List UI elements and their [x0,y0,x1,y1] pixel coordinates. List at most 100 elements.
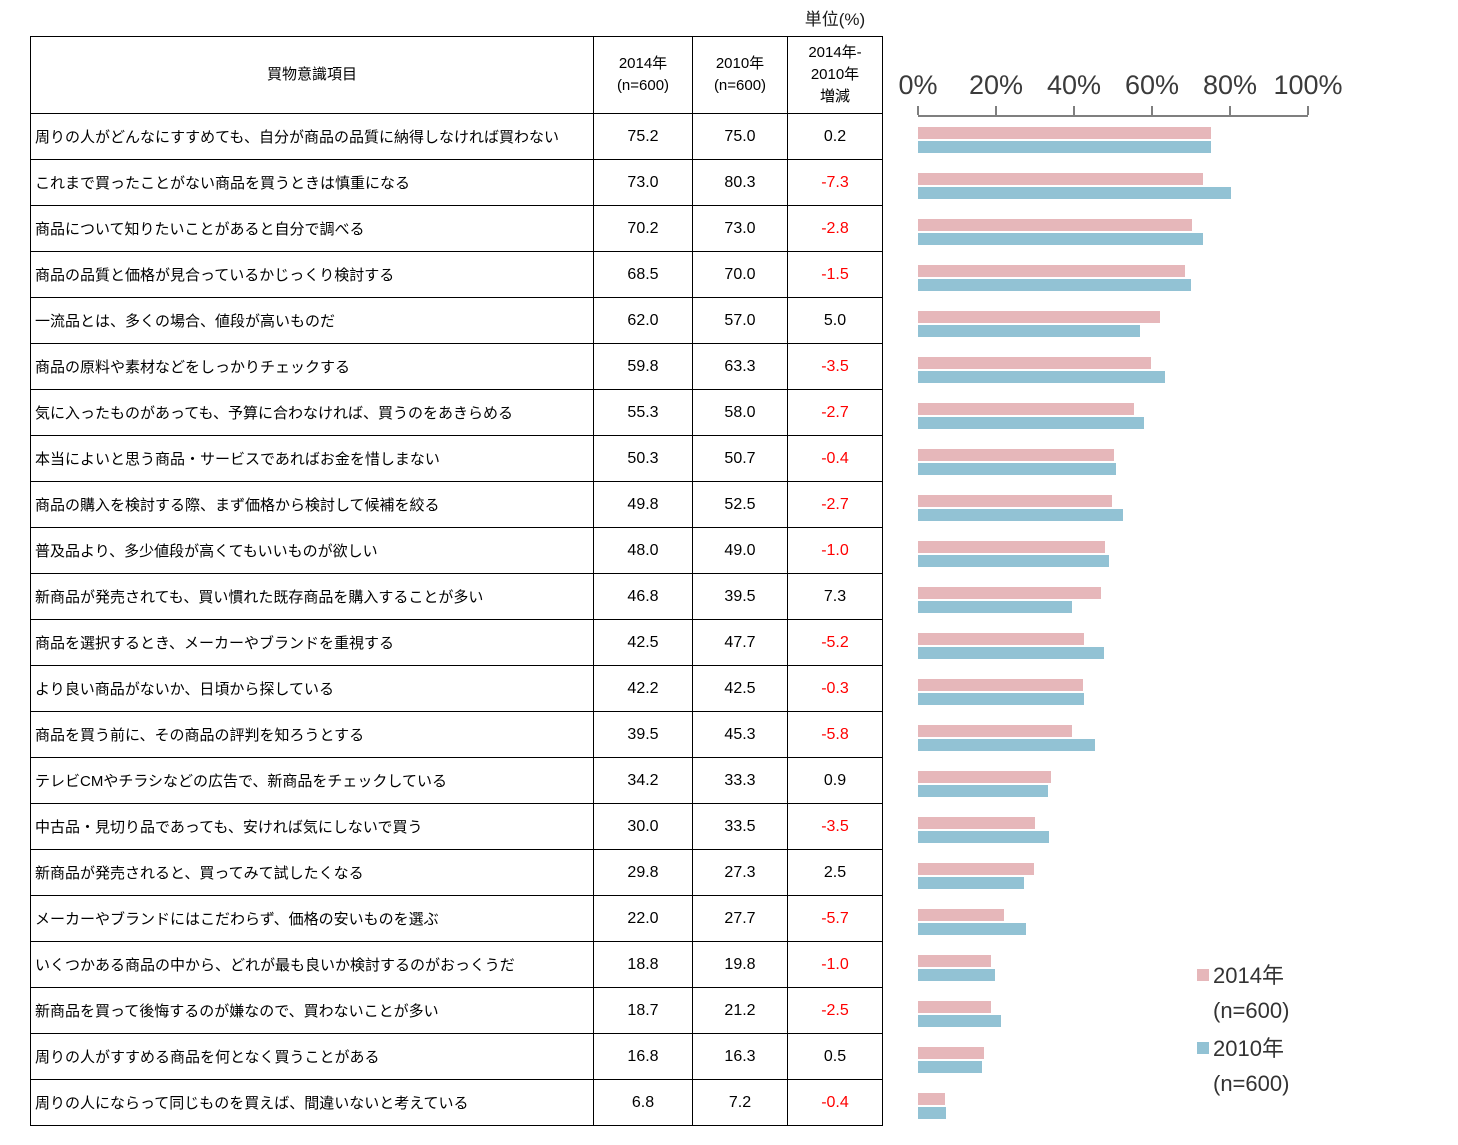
bar-2010 [918,233,1203,245]
row-item-label: いくつかある商品の中から、どれが最も良いか検討するのがおっくうだ [30,941,594,988]
bar-2010 [918,463,1116,475]
bar-2014 [918,1047,984,1059]
bar-2014 [918,909,1004,921]
bar-2010 [918,325,1141,337]
axis-tick [1151,106,1153,115]
table-row: テレビCMやチラシなどの広告で、新商品をチェックしている 34.2 33.3 0.9 [30,757,883,804]
bar-2010 [918,1061,982,1073]
bar-2014 [918,817,1035,829]
row-value-diff: -2.8 [787,205,883,252]
row-value-2010: 33.5 [692,803,788,850]
bar-2014 [918,403,1134,415]
table-row: メーカーやブランドにはこだわらず、価格の安いものを選ぶ 22.0 27.7 -5.7 [30,895,883,942]
table-row: 普及品より、多少値段が高くてもいいものが欲しい 48.0 49.0 -1.0 [30,527,883,574]
bar-2010 [918,923,1027,935]
row-value-diff: -0.4 [787,435,883,482]
row-value-2014: 42.2 [593,665,693,712]
legend-swatch-2010年 [1197,1042,1209,1054]
row-item-label: 商品を選択するとき、メーカーやブランドを重視する [30,619,594,666]
header-diff-line3: 増減 [819,87,850,105]
row-item-label: 普及品より、多少値段が高くてもいいものが欲しい [30,527,594,574]
row-value-2014: 70.2 [593,205,693,252]
header-diff-line1: 2014年- [808,44,862,62]
row-value-2014: 34.2 [593,757,693,804]
header-2014-line1: 2014年 [618,55,668,73]
row-item-label: テレビCMやチラシなどの広告で、新商品をチェックしている [30,757,594,804]
legend-label: 2010年 [1213,1036,1284,1061]
bar-2014 [918,265,1186,277]
bar-2014 [918,863,1035,875]
row-value-2010: 7.2 [692,1079,788,1126]
bar-2010 [918,555,1110,567]
row-value-2010: 45.3 [692,711,788,758]
row-value-2014: 18.7 [593,987,693,1034]
bar-2010 [918,509,1123,521]
table-row: 周りの人がどんなにすすめても、自分が商品の品質に納得しなければ買わない 75.2 7… [30,113,883,160]
row-value-diff: -0.3 [787,665,883,712]
bar-2014 [918,633,1084,645]
row-value-2010: 49.0 [692,527,788,574]
table-row: 気に入ったものがあっても、予算に合わなければ、買うのをあきらめる 55.3 58.0… [30,389,883,436]
row-value-2010: 21.2 [692,987,788,1034]
row-value-2014: 18.8 [593,941,693,988]
row-value-2014: 59.8 [593,343,693,390]
row-value-2014: 6.8 [593,1079,693,1126]
header-item: 買物意識項目 [30,36,594,114]
table-row: 一流品とは、多くの場合、値段が高いものだ 62.0 57.0 5.0 [30,297,883,344]
row-value-2014: 50.3 [593,435,693,482]
bar-2010 [918,141,1211,153]
row-value-2010: 73.0 [692,205,788,252]
row-value-2010: 16.3 [692,1033,788,1080]
row-value-2010: 63.3 [692,343,788,390]
row-item-label: 商品の購入を検討する際、まず価格から検討して候補を絞る [30,481,594,528]
header-diff-line2: 2010年 [810,66,860,84]
row-item-label: 商品を買う前に、その商品の評判を知ろうとする [30,711,594,758]
row-value-diff: -5.7 [787,895,883,942]
table-row: これまで買ったことがない商品を買うときは慎重になる 73.0 80.3 -7.3 [30,159,883,206]
table-row: 中古品・見切り品であっても、安ければ気にしないで買う 30.0 33.5 -3.5 [30,803,883,850]
bar-2014 [918,495,1113,507]
row-item-label: 新商品を買って後悔するのが嫌なので、買わないことが多い [30,987,594,1034]
bar-2014 [918,1001,991,1013]
header-2014: 2014年 (n=600) [593,36,693,114]
row-item-label: メーカーやブランドにはこだわらず、価格の安いものを選ぶ [30,895,594,942]
row-value-2014: 55.3 [593,389,693,436]
table-row: 商品の購入を検討する際、まず価格から検討して候補を絞る 49.8 52.5 -2.7 [30,481,883,528]
row-value-diff: 7.3 [787,573,883,620]
axis-tick-label: 20% [968,70,1024,100]
table-header-row: 買物意識項目 2014年 (n=600) 2010年 (n=600) 2014年- 2… [30,36,883,114]
row-item-label: 新商品が発売されると、買ってみて試したくなる [30,849,594,896]
table-row: 周りの人にならって同じものを買えば、間違いないと考えている 6.8 7.2 -0.4 [30,1079,883,1126]
row-item-label: 商品について知りたいことがあると自分で調べる [30,205,594,252]
row-value-2014: 62.0 [593,297,693,344]
bar-2010 [918,417,1145,429]
row-value-2010: 70.0 [692,251,788,298]
row-value-2014: 73.0 [593,159,693,206]
bar-2014 [918,173,1203,185]
row-value-diff: 5.0 [787,297,883,344]
row-value-diff: -1.5 [787,251,883,298]
bar-2010 [918,187,1232,199]
header-diff: 2014年- 2010年増減 [787,36,883,114]
bar-2010 [918,279,1191,291]
axis-tick [1307,106,1309,115]
row-value-2014: 22.0 [593,895,693,942]
row-item-label: 新商品が発売されても、買い慣れた既存商品を購入することが多い [30,573,594,620]
legend-sublabel: (n=600) [1213,998,1290,1023]
row-value-diff: -3.5 [787,803,883,850]
bar-2014 [918,357,1152,369]
axis-tick [917,106,919,115]
survey-table: 買物意識項目 2014年 (n=600) 2010年 (n=600) 2014年- 2… [30,36,883,1126]
header-2014-line2: (n=600) [616,77,670,94]
table-row: いくつかある商品の中から、どれが最も良いか検討するのがおっくうだ 18.8 19.8… [30,941,883,988]
table-row: より良い商品がないか、日頃から探している 42.2 42.5 -0.3 [30,665,883,712]
table-row: 商品を選択するとき、メーカーやブランドを重視する 42.5 47.7 -5.2 [30,619,883,666]
row-value-2010: 27.7 [692,895,788,942]
axis-tick [995,106,997,115]
row-value-diff: -7.3 [787,159,883,206]
row-item-label: これまで買ったことがない商品を買うときは慎重になる [30,159,594,206]
row-value-diff: -5.8 [787,711,883,758]
bar-2010 [918,371,1165,383]
table-row: 本当によいと思う商品・サービスであればお金を惜しまない 50.3 50.7 -0.4 [30,435,883,482]
